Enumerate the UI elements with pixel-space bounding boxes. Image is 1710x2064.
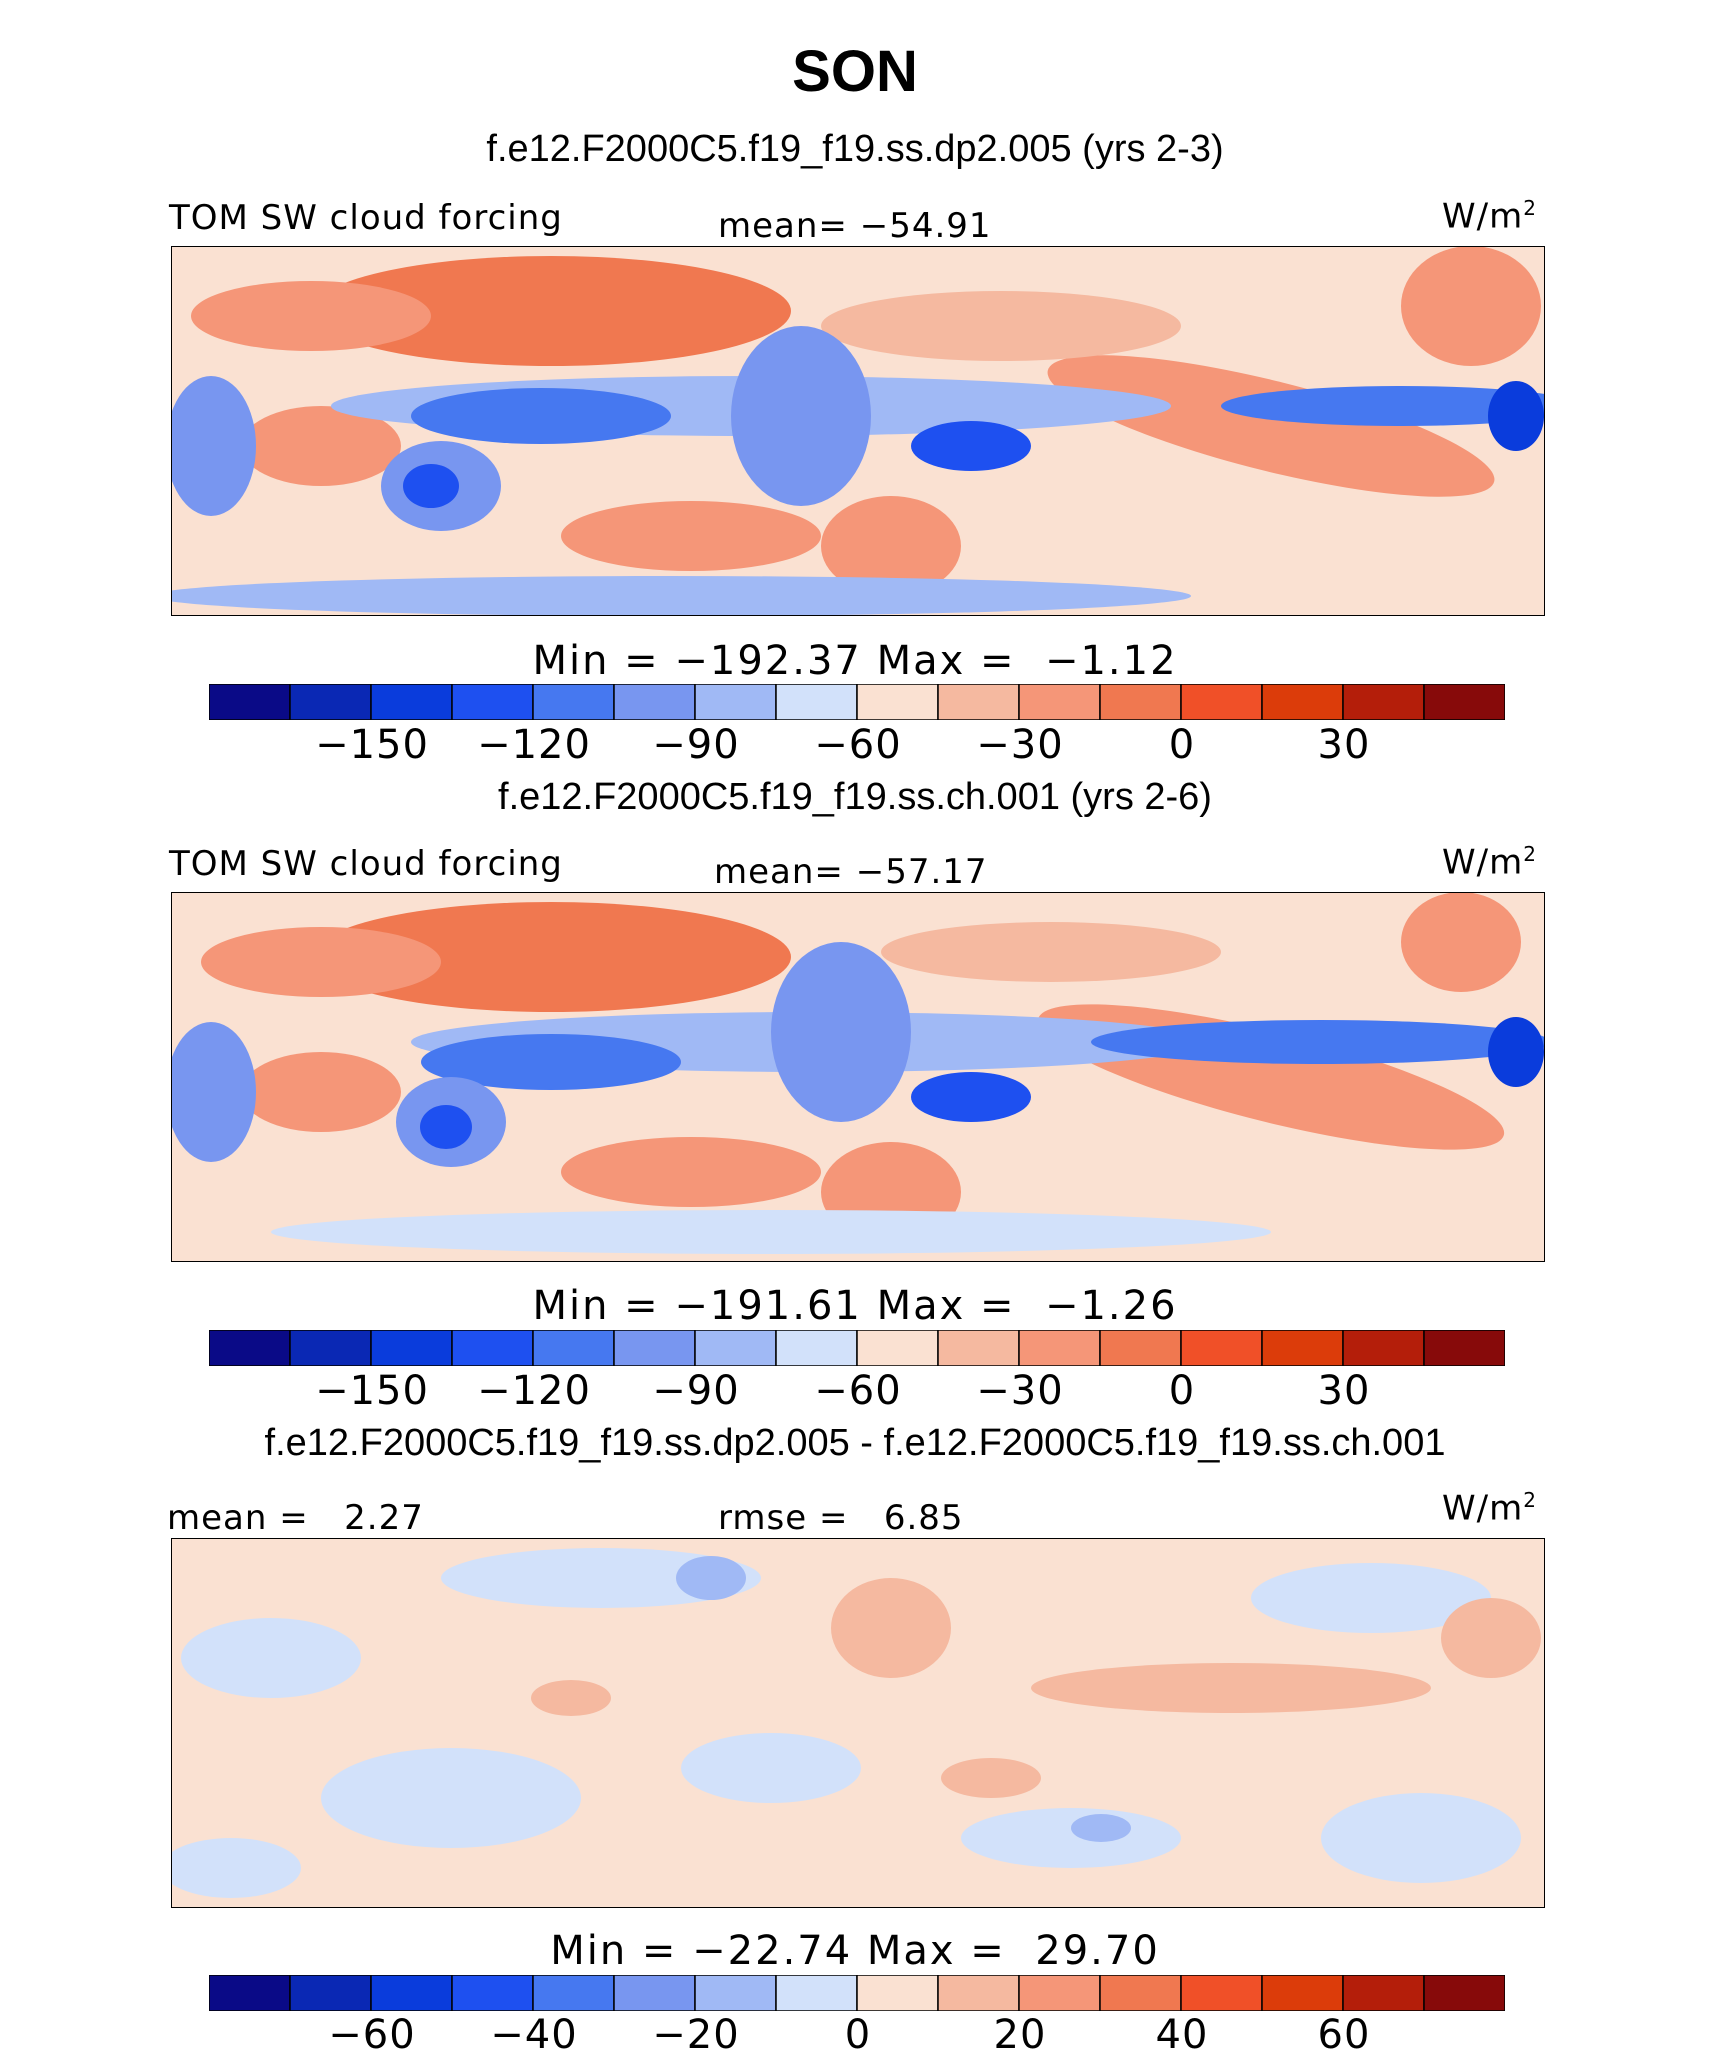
panel-2-tick: −60 (814, 1368, 902, 1414)
colorbar-box (775, 1975, 858, 2011)
panel-3-tick: 20 (993, 2012, 1047, 2058)
colorbar-box (1099, 1330, 1182, 1366)
panel-1-tick: 0 (1168, 722, 1196, 768)
colorbar-box (856, 1975, 939, 2011)
colorbar-box (451, 1975, 534, 2011)
colorbar-box (1423, 1330, 1505, 1366)
panel-2-minmax: Min = −191.61 Max = −1.26 (532, 1283, 1178, 1329)
panel-1-tick: −150 (315, 722, 429, 768)
colorbar-box (1261, 684, 1344, 720)
colorbar-box (532, 1975, 615, 2011)
panel-1-tick: −60 (814, 722, 902, 768)
panel-1-tick: 30 (1317, 722, 1371, 768)
colorbar-box (1261, 1975, 1344, 2011)
panel-2-unit-label: W/m2 (1442, 842, 1537, 883)
colorbar-box (1180, 1975, 1263, 2011)
panel-1-colorbar (209, 684, 1505, 720)
colorbar-box (532, 1330, 615, 1366)
colorbar-box (1099, 1975, 1182, 2011)
colorbar-box (856, 1330, 939, 1366)
panel-3-tick: 40 (1155, 2012, 1209, 2058)
colorbar-box (1018, 1330, 1101, 1366)
panel-3-rmse-label: rmse = 6.85 (718, 1498, 964, 1538)
colorbar-box (1180, 1330, 1263, 1366)
colorbar-box (1342, 684, 1425, 720)
panel-2-tick: 30 (1317, 1368, 1371, 1414)
panel-3-minmax: Min = −22.74 Max = 29.70 (550, 1928, 1160, 1974)
panel-3-mean-label: mean = 2.27 (167, 1498, 424, 1538)
colorbar-box (451, 684, 534, 720)
colorbar-box (209, 684, 291, 720)
panel-2-map (171, 892, 1545, 1262)
panel-2-tick: −30 (976, 1368, 1064, 1414)
panel-2-tick: 0 (1168, 1368, 1196, 1414)
colorbar-box (1342, 1330, 1425, 1366)
panel-1-title: f.e12.F2000C5.f19_f19.ss.dp2.005 (yrs 2-… (486, 128, 1224, 170)
colorbar-box (856, 684, 939, 720)
colorbar-box (937, 1330, 1020, 1366)
panel-3-tick: −20 (652, 2012, 740, 2058)
colorbar-box (1423, 1975, 1505, 2011)
panel-3-tick: 0 (844, 2012, 872, 2058)
panel-2-mean-label: mean= −57.17 (714, 852, 988, 892)
colorbar-box (937, 684, 1020, 720)
colorbar-box (1342, 1975, 1425, 2011)
colorbar-box (613, 1975, 696, 2011)
panel-3-tick: 60 (1317, 2012, 1371, 2058)
panel-3-unit-label: W/m2 (1442, 1488, 1537, 1529)
colorbar-box (1423, 684, 1505, 720)
colorbar-box (370, 1330, 453, 1366)
panel-1-unit-label: W/m2 (1442, 196, 1537, 237)
colorbar-box (694, 1975, 777, 2011)
panel-2-title: f.e12.F2000C5.f19_f19.ss.ch.001 (yrs 2-6… (498, 776, 1212, 818)
panel-3-tick: −60 (328, 2012, 416, 2058)
panel-1-tick: −30 (976, 722, 1064, 768)
colorbar-box (613, 1330, 696, 1366)
colorbar-box (209, 1975, 291, 2011)
panel-2-tick: −150 (315, 1368, 429, 1414)
colorbar-box (532, 684, 615, 720)
panel-1-mean-label: mean= −54.91 (718, 206, 992, 246)
colorbar-box (451, 1330, 534, 1366)
panel-3-colorbar (209, 1975, 1505, 2011)
panel-1-tick: −120 (477, 722, 591, 768)
figure-title: SON (792, 39, 918, 104)
panel-3-map (171, 1538, 1545, 1908)
colorbar-box (289, 684, 372, 720)
colorbar-box (937, 1975, 1020, 2011)
panel-2-tick: −90 (652, 1368, 740, 1414)
colorbar-box (1261, 1330, 1344, 1366)
colorbar-box (775, 684, 858, 720)
colorbar-box (370, 684, 453, 720)
panel-2-colorbar (209, 1330, 1505, 1366)
panel-2-variable-label: TOM SW cloud forcing (169, 844, 563, 884)
colorbar-box (1018, 684, 1101, 720)
colorbar-box (1180, 684, 1263, 720)
panel-1-minmax: Min = −192.37 Max = −1.12 (532, 638, 1178, 684)
panel-1-map (171, 246, 1545, 616)
colorbar-box (370, 1975, 453, 2011)
colorbar-box (613, 684, 696, 720)
colorbar-box (209, 1330, 291, 1366)
colorbar-box (694, 1330, 777, 1366)
colorbar-box (775, 1330, 858, 1366)
panel-2-tick: −120 (477, 1368, 591, 1414)
panel-1-tick: −90 (652, 722, 740, 768)
colorbar-box (289, 1330, 372, 1366)
panel-1-variable-label: TOM SW cloud forcing (169, 198, 563, 238)
colorbar-box (289, 1975, 372, 2011)
panel-3-tick: −40 (490, 2012, 578, 2058)
panel-3-title: f.e12.F2000C5.f19_f19.ss.dp2.005 - f.e12… (264, 1422, 1446, 1464)
colorbar-box (694, 684, 777, 720)
colorbar-box (1018, 1975, 1101, 2011)
colorbar-box (1099, 684, 1182, 720)
